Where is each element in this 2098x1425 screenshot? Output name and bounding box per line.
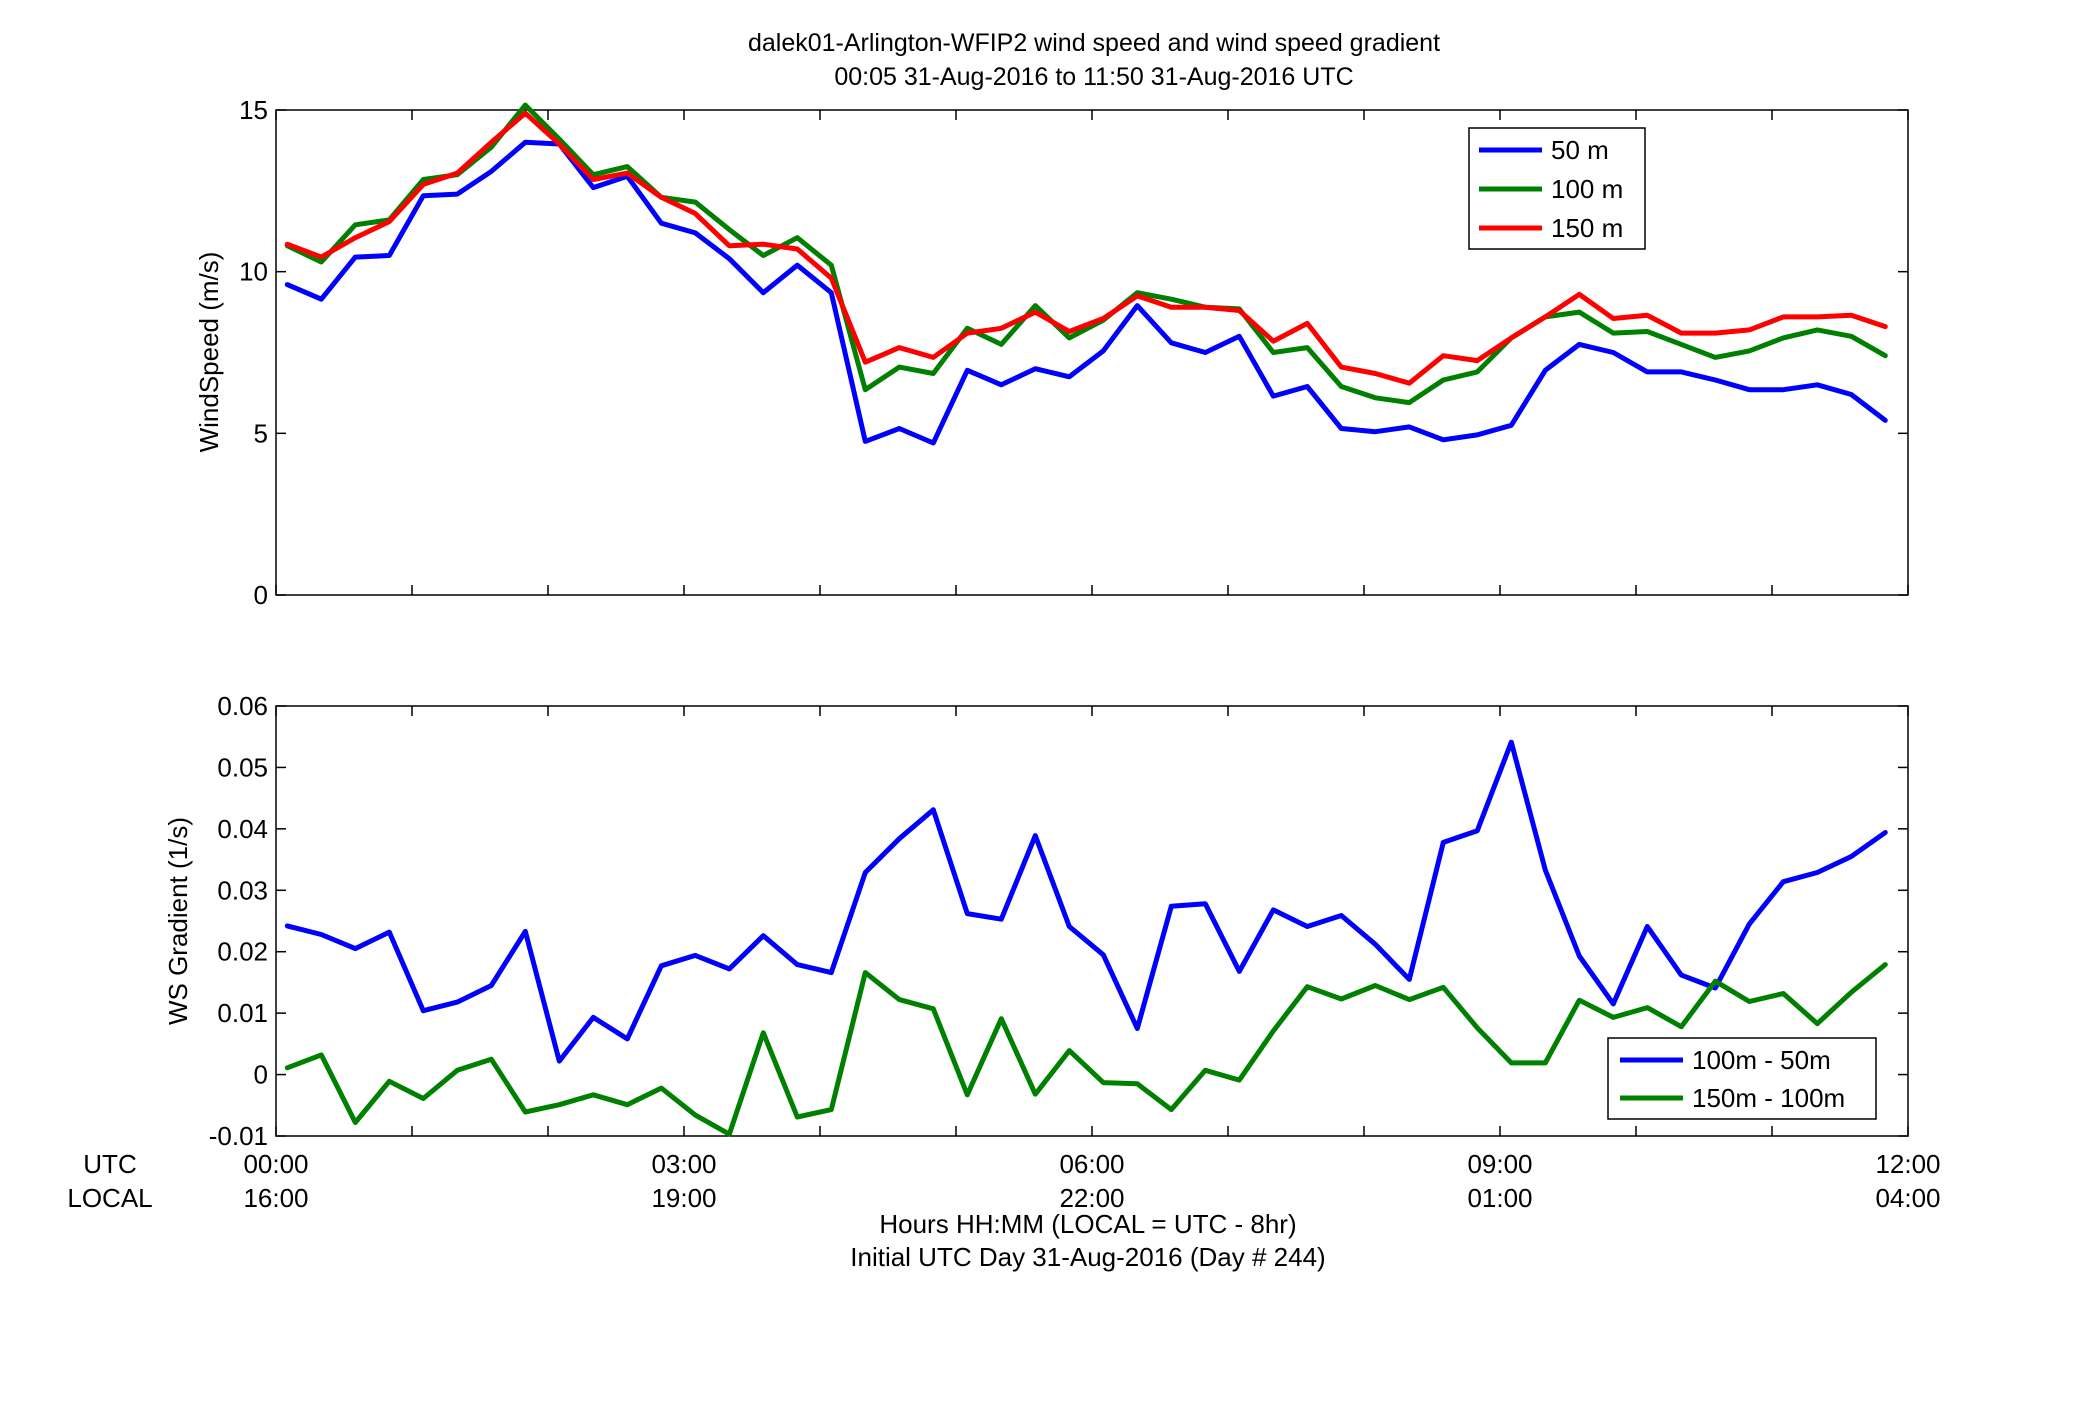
bottom-axis-ticks: -0.01 0 0.01 0.02 0.03 0.04 0.05 0.06 <box>209 691 1909 1151</box>
x-tick-label-local: 04:00 <box>1875 1183 1940 1213</box>
x-row-label-local: LOCAL <box>67 1183 152 1213</box>
bottom-series-line-1 <box>284 962 1888 1137</box>
bottom-series-line-0 <box>284 739 1888 1064</box>
top-axis-ticks: 0 5 10 15 <box>239 95 1909 610</box>
bottom-y-tick-label: 0.02 <box>217 937 268 967</box>
top-wind-speed-axes: 0 5 10 15 WindSpeed (m/s) 50 m 100 m 150 m <box>194 95 1909 610</box>
chart-title-line2: 00:05 31-Aug-2016 to 11:50 31-Aug-2016 U… <box>834 63 1353 91</box>
x-axis-label-line2: Initial UTC Day 31-Aug-2016 (Day # 244) <box>850 1242 1325 1272</box>
x-tick-label-local: 22:00 <box>1059 1183 1124 1213</box>
bottom-y-tick-label: 0 <box>254 1060 268 1090</box>
legend-label-150m-100m: 150m - 100m <box>1692 1083 1845 1113</box>
bottom-legend-box <box>1607 1037 1877 1120</box>
bottom-y-tick-label: -0.01 <box>209 1121 268 1151</box>
top-y-axis-label: WindSpeed (m/s) <box>194 252 224 453</box>
legend-label-150m: 150 m <box>1551 213 1623 243</box>
x-tick-label-utc: 03:00 <box>651 1149 716 1179</box>
top-series-lines <box>284 102 1888 446</box>
top-y-tick-label: 5 <box>254 418 268 448</box>
bottom-y-axis-label: WS Gradient (1/s) <box>163 817 193 1025</box>
x-axis-label-line1: Hours HH:MM (LOCAL = UTC - 8hr) <box>879 1209 1296 1239</box>
x-tick-label-local: 01:00 <box>1467 1183 1532 1213</box>
x-tick-label-utc: 12:00 <box>1875 1149 1940 1179</box>
chart-title-line1: dalek01-Arlington-WFIP2 wind speed and w… <box>748 29 1440 57</box>
legend-label-100m-50m: 100m - 50m <box>1692 1045 1831 1075</box>
top-y-tick-label: 15 <box>239 95 268 125</box>
legend-label-100m: 100 m <box>1551 174 1623 204</box>
x-tick-label-local: 16:00 <box>243 1183 308 1213</box>
bottom-legend: 100m - 50m 150m - 100m <box>1607 1037 1877 1120</box>
top-series-line-0 <box>284 139 1888 446</box>
bottom-gradient-axes: -0.01 0 0.01 0.02 0.03 0.04 0.05 0.06 WS Gradie… <box>163 691 1909 1151</box>
bottom-y-tick-label: 0.01 <box>217 998 268 1028</box>
x-tick-labels: 00:00 16:00 03:00 19:00 06:00 22:00 09:00 01:00… <box>243 1149 1940 1213</box>
x-tick-label-utc: 06:00 <box>1059 1149 1124 1179</box>
top-y-tick-label: 0 <box>254 580 268 610</box>
x-tick-label-utc: 09:00 <box>1467 1149 1532 1179</box>
legend-label-50m: 50 m <box>1551 135 1609 165</box>
top-legend: 50 m 100 m 150 m <box>1468 127 1646 250</box>
bottom-y-tick-label: 0.03 <box>217 875 268 905</box>
bottom-y-tick-label: 0.05 <box>217 752 268 782</box>
top-series-line-1 <box>284 102 1888 406</box>
bottom-y-tick-label: 0.04 <box>217 814 268 844</box>
x-tick-label-local: 19:00 <box>651 1183 716 1213</box>
top-series-line-2 <box>284 110 1888 386</box>
x-tick-label-utc: 00:00 <box>243 1149 308 1179</box>
top-y-tick-label: 10 <box>239 257 268 287</box>
bottom-series-lines <box>284 739 1888 1137</box>
bottom-y-tick-label: 0.06 <box>217 691 268 721</box>
top-plot-frame <box>275 109 1909 596</box>
x-row-label-utc: UTC <box>83 1149 136 1179</box>
